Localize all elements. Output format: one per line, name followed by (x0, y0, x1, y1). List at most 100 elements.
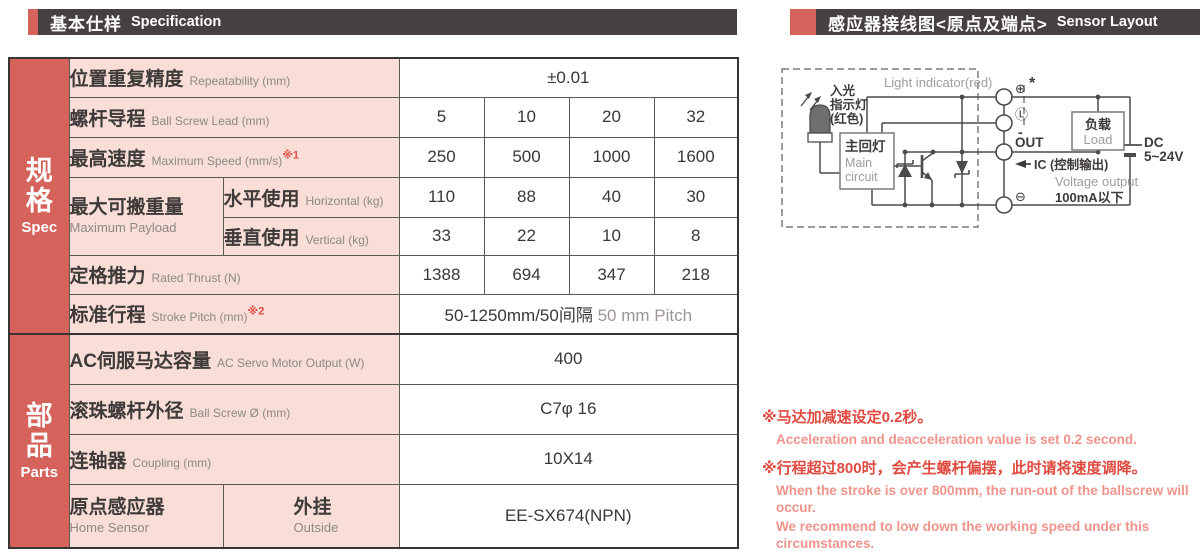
row-label-vertical: 垂直使用 Vertical (kg) (222, 216, 400, 256)
row-label-ball-screw-lead: 螺杆导程 Ball Screw Lead (mm) (68, 96, 400, 138)
specification-table: 规格 Spec 位置重复精度 Repeatability (mm) ±0.01 螺… (8, 57, 740, 549)
value-thrust-1: 1388 (398, 254, 485, 295)
right-header-title-en: Sensor Layout (1056, 14, 1158, 30)
right-header-title-zh: 感应器接线图<原点及端点> (828, 14, 1048, 34)
l-terminal-wire (881, 122, 996, 133)
left-header-title-en: Specification (131, 14, 222, 30)
label-en: Horizontal (kg) (305, 193, 384, 208)
label-en: Stroke Pitch (mm) (151, 310, 248, 325)
accent-square (28, 9, 38, 35)
value-vertical-1: 33 (398, 216, 485, 256)
value-coupling: 10X14 (398, 433, 739, 485)
right-header-bar: 感应器接线图<原点及端点> Sensor Layout (816, 9, 1200, 35)
table-row: 螺杆导程 Ball Screw Lead (mm) 5 10 20 32 (9, 96, 739, 138)
label-en: Vertical (kg) (305, 232, 369, 247)
terminal-minus-circle (995, 196, 1013, 214)
table-row: 原点感应器 Home Sensor 外挂 Outside EE-SX674(NP… (9, 483, 739, 549)
row-label-coupling: 连轴器 Coupling (mm) (68, 433, 400, 485)
row-label-max-payload: 最大可搬重量 Maximum Payload (68, 176, 224, 256)
label-en: Maximum Payload (69, 219, 177, 235)
load-box (1071, 111, 1125, 151)
label-en: Maximum Speed (mm/s) (151, 153, 283, 168)
value-home-sensor: EE-SX674(NPN) (398, 483, 739, 549)
terminal-out-circle (995, 143, 1013, 161)
dc-range-label: 5~24V (1144, 149, 1183, 164)
label-zh: 外挂 (293, 496, 332, 518)
value-lead-3: 20 (568, 96, 655, 138)
footnote-en: When the stroke is over 800mm, the run-o… (776, 482, 1189, 516)
table-row: 最大可搬重量 Maximum Payload 水平使用 Horizontal (k… (9, 176, 739, 256)
light-in-label-1: 入光 (830, 83, 856, 98)
value-vertical-4: 8 (653, 216, 739, 256)
value-lead-4: 32 (653, 96, 739, 138)
label-zh: 标准行程 (69, 305, 146, 327)
label-zh: 定格推力 (69, 266, 146, 287)
main-circuit-label-zh: 主回灯 (845, 138, 886, 154)
footnote-en: We recommend to low down the working spe… (776, 518, 1150, 552)
label-en: Ball Screw Lead (mm) (151, 113, 270, 128)
label-zh: 螺杆导程 (69, 108, 146, 130)
table-row: 定格推力 Rated Thrust (N) 1388 694 347 218 (9, 254, 739, 295)
footnote-zh: ※行程超过800时，会产生螺杆偏摆，此时请将速度调降。 (762, 460, 1147, 478)
terminal-l-circle (995, 114, 1013, 132)
value-ball-screw-od: C7φ 16 (398, 383, 739, 435)
light-ray-arrows-icon (800, 92, 821, 111)
label-en: Rated Thrust (N) (151, 271, 241, 285)
terminal-circles (995, 88, 1013, 214)
ic-output-label: IC (控制输出) (1034, 157, 1108, 172)
main-circuit-box (839, 132, 895, 190)
sensor-body-outline (781, 68, 979, 228)
value-speed-2: 500 (483, 136, 570, 178)
table-row: 规格 Spec 位置重复精度 Repeatability (mm) ±0.01 (8, 57, 739, 335)
value-speed-1: 250 (398, 136, 485, 178)
stroke-value-main: 50-1250mm/50间隔 (444, 306, 593, 326)
value-speed-3: 1000 (568, 136, 655, 178)
footnote-en: Acceleration and deacceleration value is… (776, 431, 1137, 447)
value-horizontal-2: 88 (483, 176, 570, 218)
ic-arrow-icon (1015, 160, 1031, 168)
value-servo-output: 400 (398, 333, 739, 385)
table-row: 滚珠螺杆外径 Ball Screw Ø (mm) C7φ 16 (9, 383, 739, 435)
right-section-header: 感应器接线图<原点及端点> Sensor Layout (790, 9, 1200, 35)
terminal-l-symbol: Ⓛ (1015, 107, 1028, 122)
label-en: Repeatability (mm) (189, 74, 291, 89)
label-zh: 位置重复精度 (69, 69, 184, 91)
terminal-minus-symbol: ⊖ (1015, 189, 1026, 204)
light-in-label-2: 指示灯 (830, 97, 868, 112)
footnote-mark-2: ※2 (247, 305, 265, 318)
main-circuit-label-en2: circuit (845, 170, 878, 184)
dc-label: DC (1144, 135, 1164, 150)
value-lead-2: 10 (483, 96, 570, 138)
label-zh: 连轴器 (69, 450, 127, 472)
section-tab-parts: 部品 Parts (8, 333, 70, 549)
value-vertical-3: 10 (568, 216, 655, 256)
label-zh: 滚珠螺杆外径 (69, 400, 184, 422)
left-header-bar: 基本仕样 Specification (38, 9, 737, 35)
value-stroke-pitch: 50-1250mm/50间隔 50 mm Pitch (398, 293, 739, 335)
table-row: 连轴器 Coupling (mm) 10X14 (9, 433, 739, 485)
out-terminal-label: OUT (1015, 135, 1044, 150)
label-zh: 垂直使用 (223, 227, 300, 249)
main-circuit-label-en1: Main (845, 156, 872, 170)
left-header-title-zh: 基本仕样 (50, 14, 122, 34)
value-thrust-3: 347 (568, 254, 655, 295)
voltage-output-label: Voltage output (1055, 174, 1139, 189)
led-indicator-icon (807, 104, 840, 174)
section-label-zh: 部品 (25, 400, 53, 461)
star-mark: * (1029, 75, 1036, 92)
value-vertical-2: 22 (483, 216, 570, 256)
light-indicator-label: Light indicator(red) (884, 75, 992, 90)
section-label-zh: 规格 (25, 155, 53, 216)
label-zh: 水平使用 (223, 188, 300, 210)
minus-mark: - (1018, 124, 1023, 140)
row-label-max-speed: 最高速度 Maximum Speed (mm/s)※1 (68, 136, 400, 178)
label-zh: 最大可搬重量 (69, 197, 184, 218)
row-label-rated-thrust: 定格推力 Rated Thrust (N) (68, 254, 400, 295)
label-en: AC Servo Motor Output (W) (216, 355, 365, 370)
value-thrust-2: 694 (483, 254, 570, 295)
footnote-1: ※马达加减速设定0.2秒。 Acceleration and deacceler… (762, 408, 1200, 448)
table-row: 最高速度 Maximum Speed (mm/s)※1 250 500 1000 … (9, 136, 739, 178)
value-lead-1: 5 (398, 96, 485, 138)
transistor-icon (894, 152, 934, 205)
